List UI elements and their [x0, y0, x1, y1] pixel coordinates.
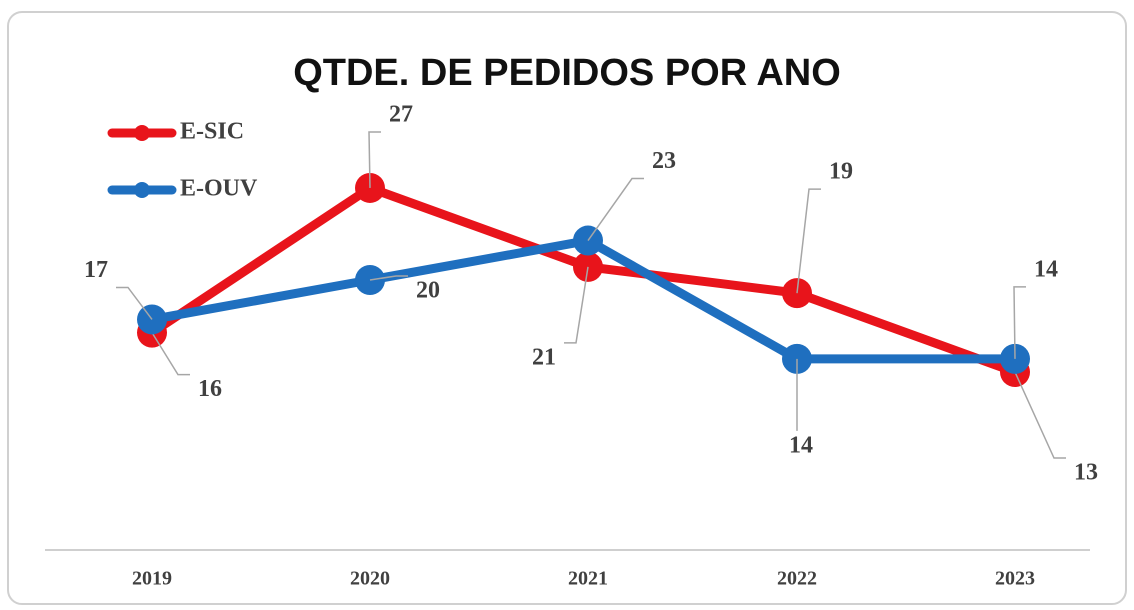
data-label: 17	[84, 257, 108, 283]
leader-line	[796, 188, 821, 294]
leader-line	[1013, 286, 1026, 359]
leader-line	[1014, 371, 1066, 459]
leader-line	[587, 177, 644, 241]
leader-line	[116, 286, 153, 320]
data-label: 16	[198, 376, 222, 402]
chart-frame	[7, 11, 1127, 605]
data-label: 14	[789, 432, 813, 458]
data-label: 20	[416, 278, 440, 304]
legend-marker	[134, 182, 150, 198]
leader-line	[564, 266, 589, 344]
data-label: 21	[532, 344, 556, 370]
data-label: 14	[1034, 256, 1058, 282]
leader-line	[368, 131, 381, 188]
legend-label: E-SIC	[180, 119, 244, 145]
x-tick-label: 2020	[350, 568, 390, 590]
data-label: 27	[389, 101, 413, 127]
data-label: 13	[1074, 460, 1098, 486]
leader-line	[151, 332, 190, 376]
x-tick-label: 2019	[132, 568, 172, 590]
leader-line	[369, 275, 408, 281]
legend-marker	[134, 125, 150, 141]
legend-label: E-OUV	[180, 176, 258, 202]
x-tick-label: 2021	[568, 568, 608, 590]
x-tick-label: 2023	[995, 568, 1035, 590]
x-tick-label: 2022	[777, 568, 817, 590]
chart-title: QTDE. DE PEDIDOS POR ANO	[293, 52, 841, 94]
data-label: 19	[829, 159, 853, 185]
data-label: 23	[652, 148, 676, 174]
